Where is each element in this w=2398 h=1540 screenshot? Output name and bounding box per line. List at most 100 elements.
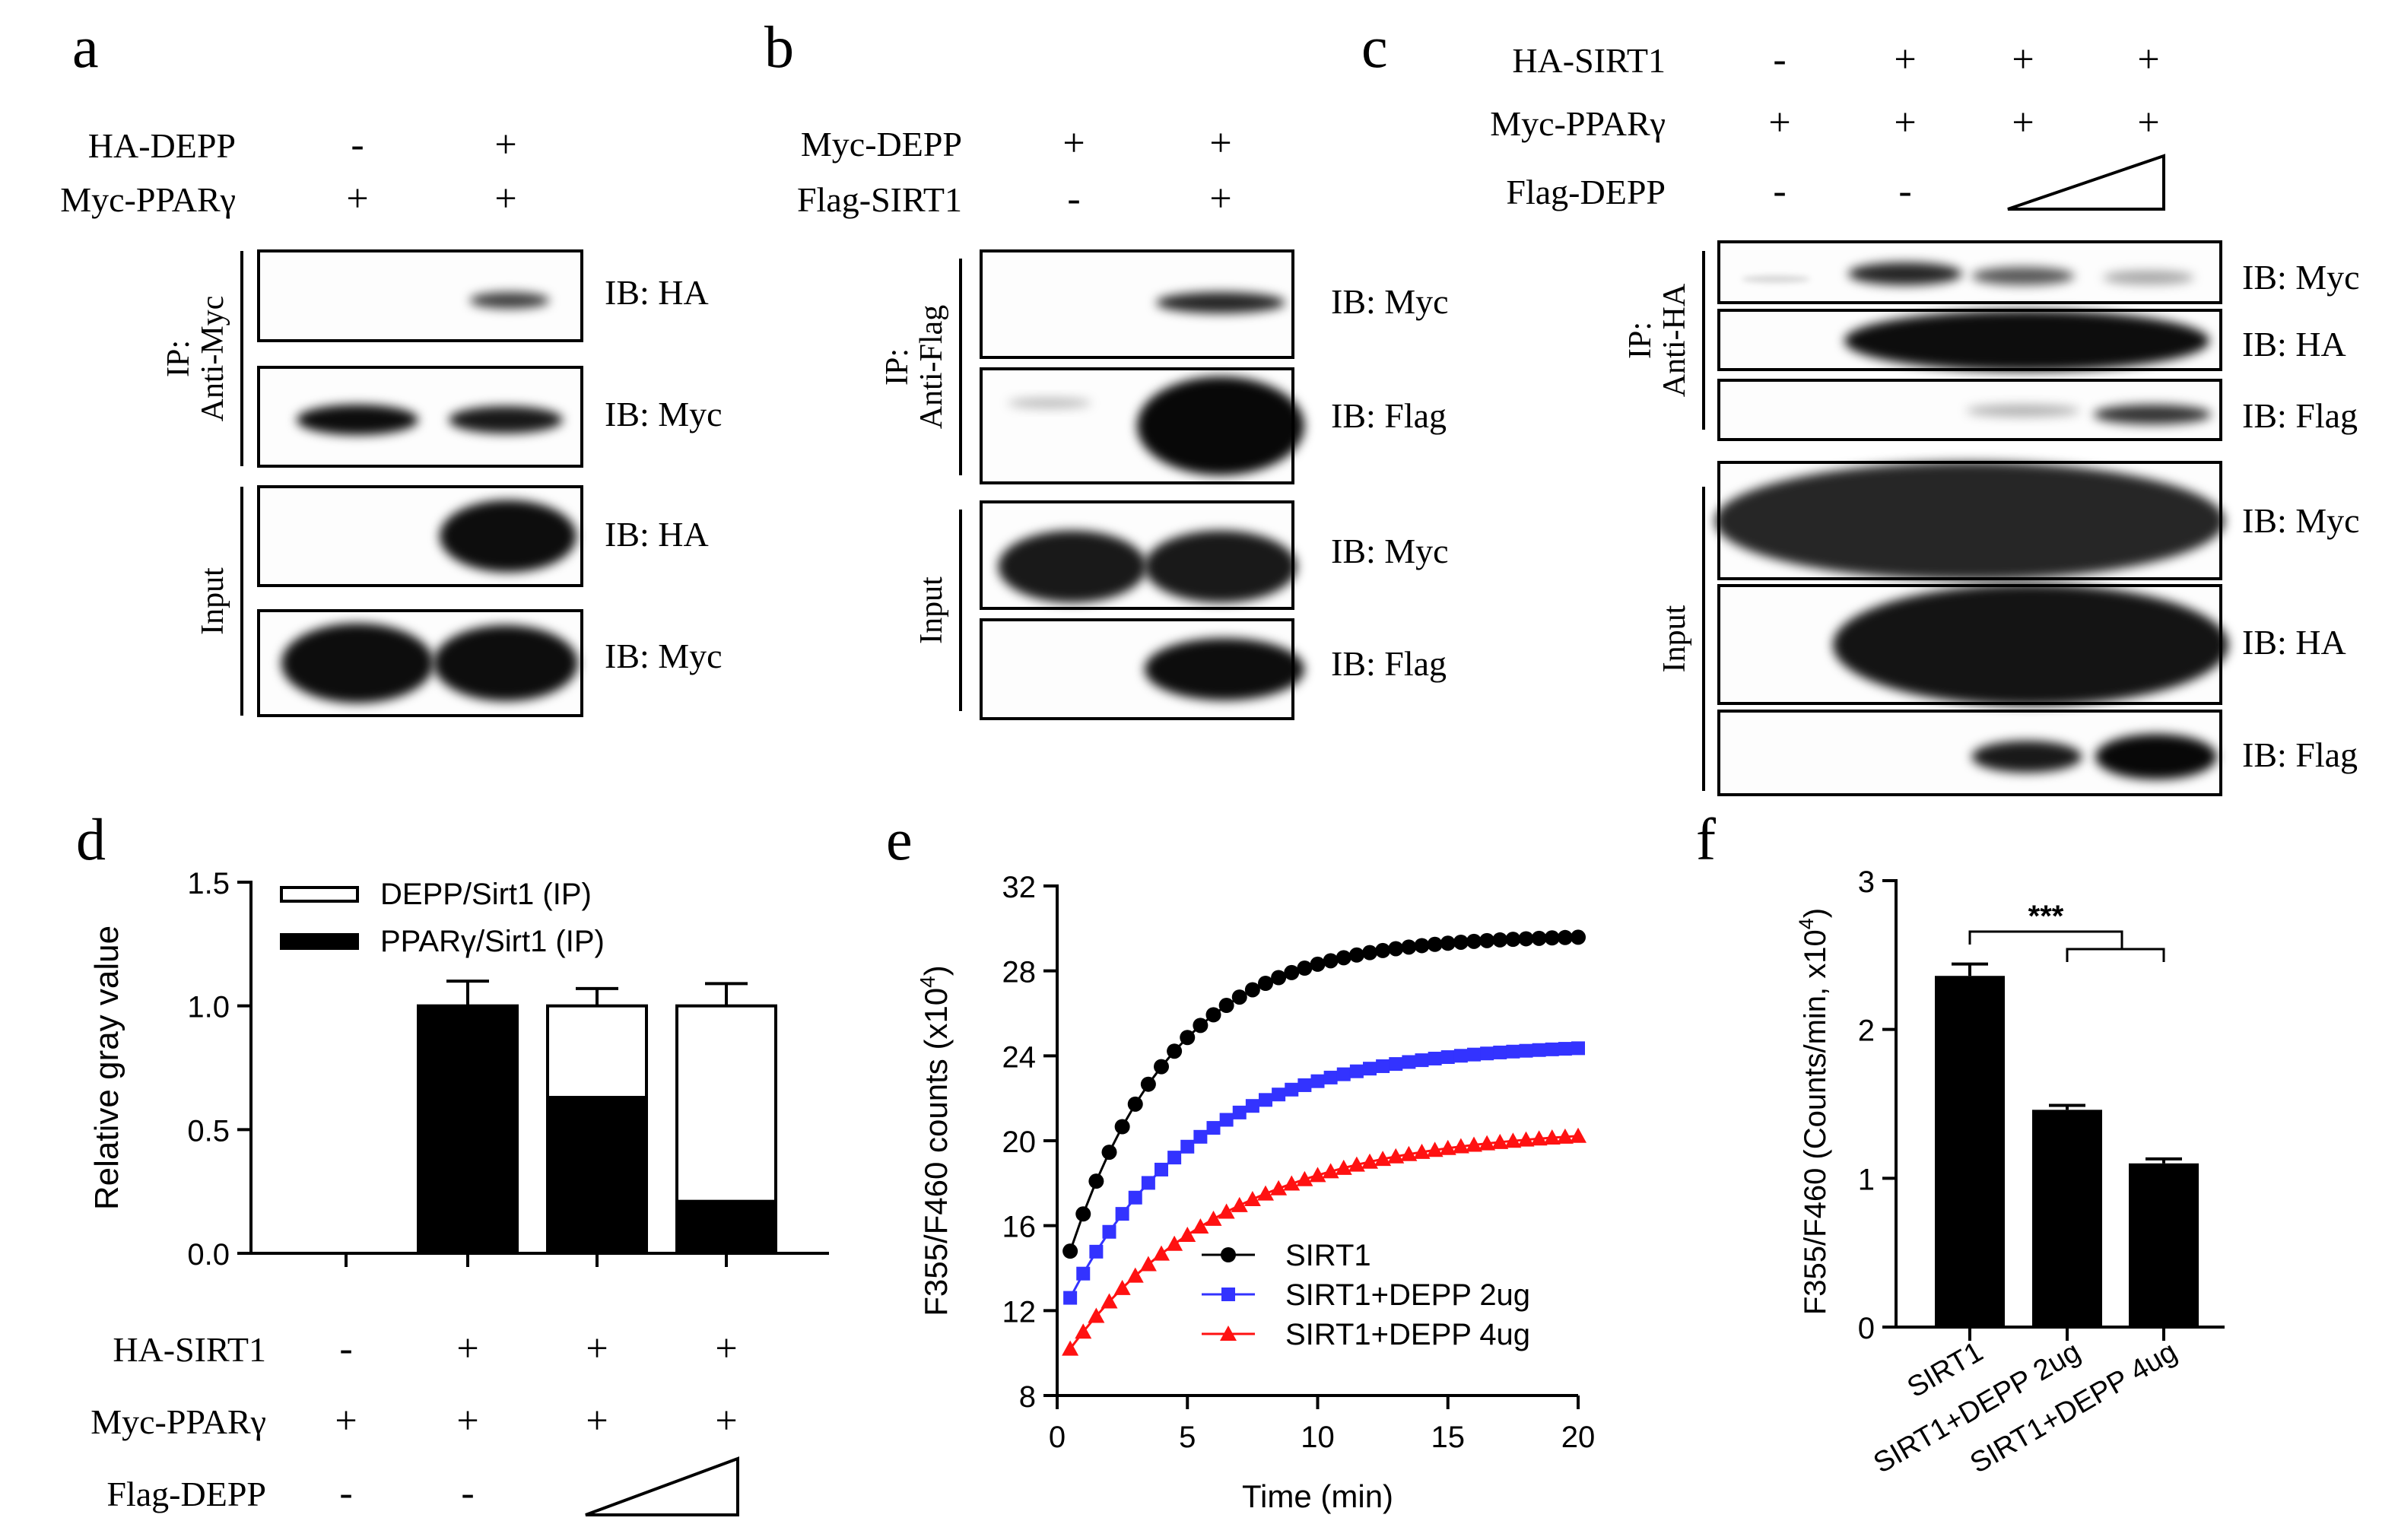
data-point [1089, 1244, 1104, 1259]
y-axis-label-end: ) [918, 965, 954, 976]
panel-label-c: c [1361, 14, 1388, 80]
band [1156, 292, 1285, 313]
data-point [1466, 1136, 1482, 1152]
chart-e: 8 12 16 20 24 28 32 0 5 10 15 20 Time (min) F355/F460… [916, 871, 1595, 1514]
band [1137, 376, 1304, 475]
series-triangle [1062, 1127, 1586, 1356]
data-point [1323, 953, 1339, 969]
condition-label: Flag-DEPP [106, 1475, 266, 1513]
significance-bracket [1968, 930, 2123, 945]
data-point [1361, 1153, 1378, 1169]
data-point [1322, 1163, 1339, 1179]
data-point [1231, 1196, 1248, 1212]
data-point [1387, 1148, 1405, 1164]
ib-label: IB: Myc [605, 637, 723, 675]
condition-sign: + [2137, 101, 2159, 144]
data-point [1518, 931, 1534, 947]
ib-label: IB: Myc [1331, 282, 1449, 321]
condition-sign: - [1773, 38, 1786, 81]
panel-label-b: b [764, 14, 794, 80]
x-tick-label: 0 [1049, 1421, 1066, 1454]
group-label: IP: [161, 340, 196, 377]
data-point [1219, 1113, 1234, 1127]
data-point [1453, 1049, 1468, 1063]
condition-sign: - [339, 1472, 352, 1515]
data-point [1154, 1059, 1169, 1075]
band [1008, 398, 1091, 408]
data-point [1362, 945, 1377, 961]
condition-label: Myc-PPARγ [91, 1402, 266, 1441]
bar [2129, 1163, 2199, 1327]
band [2095, 734, 2217, 780]
data-point [1479, 932, 1495, 948]
y-axis-label: F355/F460 counts (x104) [916, 965, 954, 1316]
chart-d: 0.0 0.5 1.0 1.5 Relative gray value DEPP/Sirt… [88, 867, 829, 1516]
band [434, 625, 578, 701]
band [1833, 584, 2228, 706]
x-axis-label: Time (min) [1242, 1478, 1393, 1514]
data-point [1427, 936, 1443, 952]
data-point [1504, 1132, 1522, 1148]
condition-sign: + [1894, 101, 1916, 144]
legend-label: SIRT1 [1285, 1239, 1371, 1272]
group-label: Anti-Myc [195, 296, 230, 422]
data-point [1167, 1151, 1182, 1165]
y-tick-label: 24 [1002, 1040, 1037, 1074]
data-point [1221, 1247, 1236, 1262]
band [469, 292, 550, 309]
condition-sign: - [339, 1327, 352, 1370]
data-point [1139, 1256, 1157, 1272]
condition-label: Myc-PPARγ [60, 180, 236, 219]
data-point [1205, 1007, 1221, 1023]
group-label: Input [1657, 605, 1692, 672]
data-point [1440, 935, 1456, 951]
condition-sign: + [346, 177, 368, 221]
condition-sign: + [2137, 38, 2159, 81]
band [449, 406, 563, 433]
blot-panel-a: HA-DEPP - + Myc-PPARγ + + IB: HA IB: Myc IB: HA I… [60, 123, 723, 717]
y-tick-label: 20 [1002, 1126, 1037, 1159]
group-label: Input [914, 576, 949, 644]
data-point [1530, 1130, 1548, 1146]
group-label: IP: [1623, 322, 1658, 359]
data-point [1126, 1267, 1144, 1283]
data-point [1127, 1096, 1143, 1112]
significance-bracket [2066, 948, 2165, 962]
condition-label: HA-DEPP [88, 126, 236, 165]
data-point [1243, 1190, 1261, 1206]
group-label: IP: [880, 348, 915, 386]
data-point [1570, 1127, 1586, 1143]
data-point [1413, 1143, 1431, 1159]
data-point [1285, 1082, 1299, 1097]
data-point [1115, 1207, 1129, 1221]
data-point [1517, 1131, 1535, 1147]
condition-sign: + [2012, 38, 2034, 81]
data-point [1179, 1226, 1196, 1242]
data-point [1297, 1078, 1312, 1092]
band [2093, 405, 2212, 424]
data-point [1140, 1076, 1156, 1092]
condition-sign: + [586, 1399, 608, 1443]
data-point [1335, 1159, 1352, 1175]
ib-label: IB: Myc [2242, 501, 2360, 540]
data-point [1245, 1099, 1259, 1113]
data-point [1258, 975, 1273, 991]
data-point [1453, 934, 1469, 950]
data-point [1558, 1042, 1572, 1056]
data-point [1428, 1051, 1442, 1065]
y-tick-label: 1.0 [187, 991, 230, 1024]
y-tick-label: 32 [1002, 871, 1037, 904]
data-point [1415, 1053, 1429, 1068]
condition-sign: + [456, 1327, 478, 1370]
data-point [1166, 1235, 1183, 1251]
data-point [1543, 1129, 1561, 1145]
ib-label: IB: Flag [1331, 396, 1447, 435]
y-axis-label-end: ) [1799, 908, 1832, 918]
bar [675, 1199, 777, 1256]
x-tick-label: 15 [1431, 1421, 1466, 1454]
band [1848, 262, 1962, 285]
series-line [1069, 935, 1579, 1252]
condition-label: HA-SIRT1 [113, 1330, 266, 1369]
